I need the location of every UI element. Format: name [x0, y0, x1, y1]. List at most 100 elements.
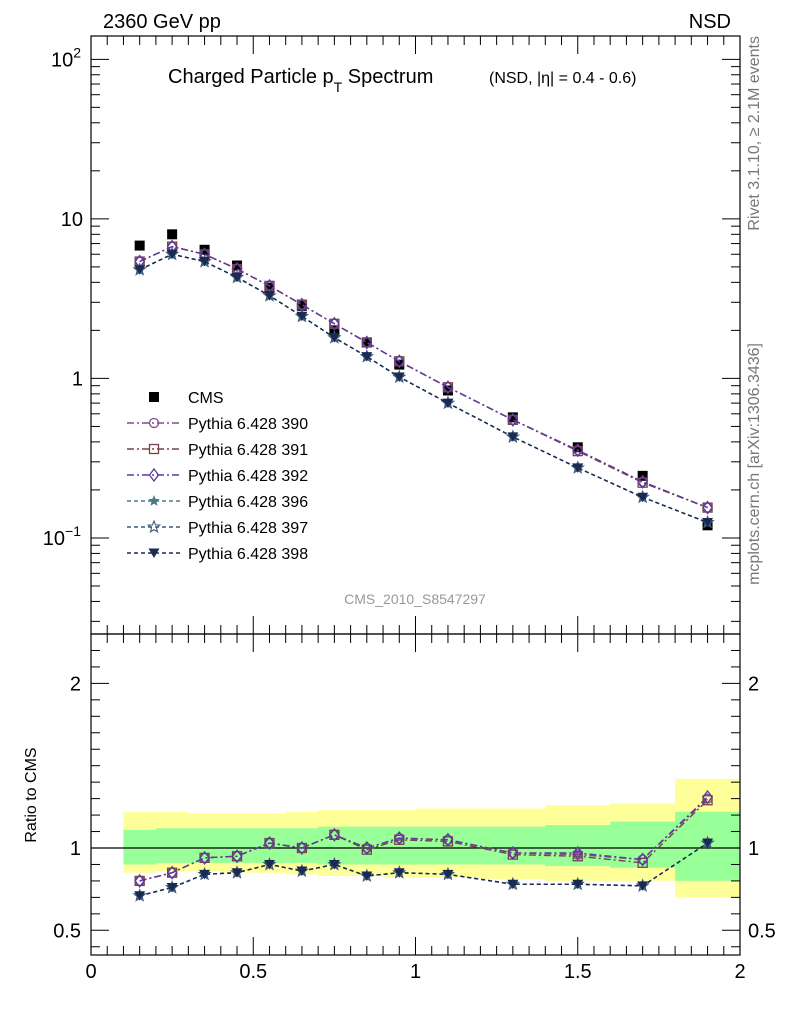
series-pythia-6-428-397 [132, 246, 715, 529]
ratio-y-tick-label: 1 [70, 838, 81, 860]
data-point [637, 474, 648, 489]
legend-label: Pythia 6.428 392 [188, 468, 308, 485]
legend: CMS Pythia 6.428 390 Pythia 6.428 391 Pythi… [127, 390, 308, 563]
ratio-y-tick-label: 2 [70, 673, 81, 695]
legend-entry-pythia-6-428-390: Pythia 6.428 390 [127, 416, 308, 433]
ratio-data-point [329, 827, 340, 842]
x-tick-label: 0.5 [239, 961, 267, 983]
ratio-data-point [702, 838, 714, 849]
ratio-data-point [134, 873, 145, 889]
legend-marker [148, 495, 160, 506]
series-pythia-6-428-396 [133, 248, 714, 528]
data-point [507, 432, 519, 442]
data-point [296, 311, 308, 322]
legend-label: CMS [188, 390, 224, 407]
legend-marker [148, 417, 160, 429]
legend-marker [148, 548, 160, 558]
series-line-pythia-6-428-398 [139, 253, 708, 524]
y-tick-label: 1 [72, 368, 83, 390]
legend-marker [146, 519, 162, 534]
x-tick-label: 2 [734, 961, 745, 983]
mcplots-label: mcplots.cern.ch [arXiv:1306.3436] [746, 343, 763, 585]
ratio-data-point [393, 831, 405, 846]
data-point [442, 398, 454, 409]
ratio-data-point [296, 840, 308, 856]
ratio-y-axis-label: Ratio to CMS [23, 747, 40, 842]
analysis-watermark: CMS_2010_S8547297 [344, 591, 486, 607]
data-point [263, 291, 275, 301]
legend-label: Pythia 6.428 398 [188, 546, 308, 563]
ratio-data-point [507, 879, 519, 890]
data-point [264, 282, 275, 293]
ratio-data-point [199, 869, 211, 880]
ratio-data-point [702, 795, 713, 806]
ratio-data-point [296, 866, 308, 877]
series-pythia-6-428-398 [134, 249, 714, 528]
data-point [572, 443, 584, 458]
chart-title-tail: Spectrum [342, 66, 433, 88]
ratio-data-point [166, 865, 178, 880]
data-point [637, 492, 649, 503]
data-point [393, 354, 405, 369]
ratio-data-point [637, 857, 648, 868]
legend-entry-pythia-6-428-392: Pythia 6.428 392 [127, 467, 308, 485]
data-point [394, 359, 405, 370]
series-line-pythia-6-428-392 [139, 245, 708, 509]
ratio-data-point [572, 879, 584, 890]
data-point [199, 257, 211, 267]
chart-title-extra: (NSD, |η| = 0.4 - 0.6) [489, 70, 636, 87]
ratio-data-point [442, 869, 454, 880]
data-point [702, 500, 713, 515]
data-point [166, 249, 178, 260]
inner-uncertainty-band [123, 811, 740, 881]
ratio-data-point [361, 840, 373, 856]
ratio-data-point [702, 789, 713, 805]
ratio-data-point [393, 868, 405, 878]
data-point [702, 517, 714, 528]
main-plot-frame [90, 35, 741, 635]
rivet-label: Rivet 3.1.10, ≥ 2.1M events [746, 36, 763, 231]
data-point [507, 412, 519, 427]
ratio-data-point [166, 883, 178, 893]
chart-title-main: Charged Particle p [168, 66, 334, 88]
data-point [361, 335, 373, 350]
data-point [329, 316, 340, 331]
ratio-y-tick-label-right: 2 [748, 673, 759, 695]
chart-title: Charged Particle pT Spectrum [168, 66, 433, 95]
ratio-data-point [507, 845, 519, 861]
ratio-data-point [572, 851, 583, 862]
legend-marker [149, 392, 159, 402]
legend-marker [148, 467, 160, 483]
series-cms [134, 229, 713, 531]
data-point [507, 412, 518, 423]
ratio-data-point [637, 852, 648, 867]
data-point [442, 380, 454, 395]
process-label: NSD [689, 11, 731, 33]
data-point [232, 260, 243, 271]
data-point [167, 229, 178, 240]
ratio-data-point [134, 891, 146, 901]
data-point [231, 272, 243, 283]
ratio-data-point [263, 859, 275, 870]
ratio-y-tick-label: 0.5 [53, 920, 81, 942]
y-tick-label: 102 [51, 44, 81, 71]
legend-entry-pythia-6-428-397: Pythia 6.428 397 [127, 519, 308, 537]
data-point [134, 265, 146, 275]
ratio-data-point [199, 850, 210, 865]
legend-marker [148, 443, 160, 455]
data-point [442, 385, 453, 396]
legend-entry-pythia-6-428-396: Pythia 6.428 396 [127, 494, 308, 511]
data-point [361, 337, 372, 348]
ratio-data-point [134, 875, 145, 887]
ratio-data-point [231, 868, 243, 878]
ratio-data-point [361, 871, 373, 881]
data-point [328, 333, 340, 343]
ratio-data-point [442, 832, 454, 847]
legend-label: Pythia 6.428 391 [188, 442, 308, 459]
ratio-panel: 0.5 0.51 12 20 0.5 1 1.5 2 Ratio to CMS [23, 633, 776, 983]
legend-entry-pythia-6-428-391: Pythia 6.428 391 [127, 442, 308, 459]
chart-title-subscript: T [334, 79, 343, 95]
ratio-data-point [328, 859, 340, 870]
